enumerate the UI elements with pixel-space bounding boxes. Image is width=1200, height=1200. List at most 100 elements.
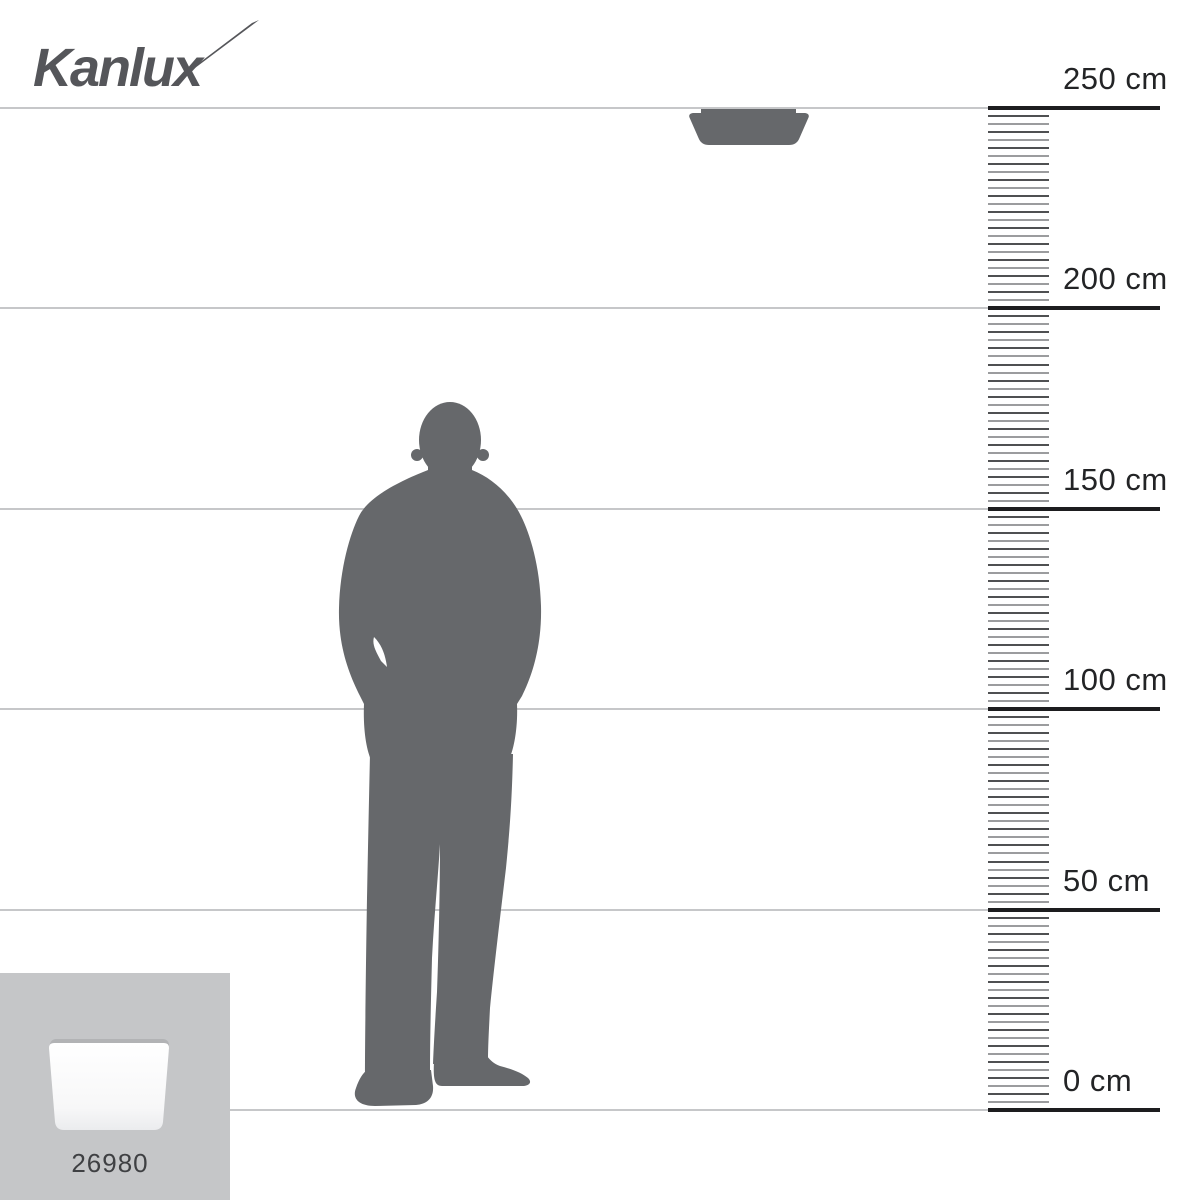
- ruler-tick: [988, 419, 1049, 422]
- person-shape: [338, 402, 542, 1106]
- ruler-tick: [988, 1052, 1049, 1055]
- ruler-tick: [988, 732, 1049, 735]
- ruler-tick: [988, 900, 1049, 903]
- ruler-tick: [988, 836, 1049, 839]
- ruler-tick: [988, 171, 1049, 174]
- scene-gridline: [0, 107, 992, 109]
- ruler-tick: [988, 299, 1049, 302]
- ruler-tick: [988, 852, 1049, 855]
- product-code: 26980: [71, 1148, 149, 1178]
- ruler-tick: [988, 539, 1049, 542]
- ruler-tick: [988, 363, 1049, 366]
- ruler-tick: [988, 387, 1049, 390]
- ruler-tick: [988, 988, 1049, 991]
- ruler-tick: [988, 684, 1049, 687]
- ruler-tick: [988, 716, 1049, 719]
- ruler-tick: [988, 1084, 1049, 1087]
- ruler-tick: [988, 187, 1049, 190]
- scene-gridline: [0, 307, 992, 310]
- ruler-tick: [988, 147, 1049, 150]
- ruler-tick: [988, 235, 1049, 238]
- ruler-tick: [988, 1028, 1049, 1031]
- ruler-tick: [988, 555, 1049, 558]
- ruler-tick: [988, 844, 1049, 847]
- ceiling-lamp-shape: [689, 109, 809, 145]
- ruler-tick: [988, 355, 1049, 358]
- ruler-tick: [988, 788, 1049, 791]
- ruler-label: 200 cm: [1063, 261, 1168, 297]
- ruler-tick: [988, 515, 1049, 518]
- ruler-tick: [988, 195, 1049, 198]
- ruler-tick: [988, 443, 1049, 446]
- ruler-tick: [988, 668, 1049, 671]
- ruler-tick: [988, 435, 1049, 438]
- ruler-major-line: [988, 106, 1160, 110]
- ruler-tick: [988, 876, 1049, 879]
- ruler-label: 250 cm: [1063, 61, 1168, 96]
- ruler-tick: [988, 948, 1049, 951]
- ruler-tick: [988, 139, 1049, 142]
- ruler-tick: [988, 676, 1049, 679]
- ruler-tick: [988, 451, 1049, 454]
- ruler-tick: [988, 1100, 1049, 1103]
- ruler-tick: [988, 692, 1049, 695]
- logo-text: Kanlux: [33, 38, 205, 98]
- ruler-tick: [988, 179, 1049, 182]
- ruler-tick: [988, 884, 1049, 887]
- ruler-tick: [988, 475, 1049, 478]
- ruler-tick: [988, 1060, 1049, 1063]
- ruler-tick: [988, 644, 1049, 647]
- ruler-tick: [988, 491, 1049, 494]
- ruler-tick: [988, 499, 1049, 502]
- ruler-tick: [988, 331, 1049, 334]
- product-thumbnail-panel: 26980: [0, 973, 230, 1200]
- ruler-tick: [988, 620, 1049, 623]
- ruler-tick: [988, 531, 1049, 534]
- ruler-tick: [988, 860, 1049, 863]
- ruler-tick: [988, 1020, 1049, 1023]
- ruler-tick: [988, 940, 1049, 943]
- ruler-tick: [988, 932, 1049, 935]
- ruler-tick: [988, 275, 1049, 278]
- ceiling-lamp-silhouette: [689, 109, 809, 145]
- ruler-tick: [988, 379, 1049, 382]
- ruler-major-line: [988, 306, 1160, 311]
- ruler-tick: [988, 603, 1049, 606]
- ruler-tick: [988, 964, 1049, 967]
- ruler-tick: [988, 579, 1049, 582]
- ruler-tick: [988, 812, 1049, 815]
- ruler-major-line: [988, 1108, 1160, 1112]
- ruler-tick: [988, 796, 1049, 799]
- ruler-tick: [988, 283, 1049, 286]
- ruler-tick: [988, 163, 1049, 166]
- ruler-tick: [988, 371, 1049, 374]
- ruler-major-line: [988, 707, 1160, 712]
- ruler-tick: [988, 892, 1049, 895]
- ruler-tick: [988, 123, 1049, 126]
- ruler-label: 100 cm: [1063, 662, 1168, 698]
- ruler-tick: [988, 347, 1049, 350]
- ruler-tick: [988, 780, 1049, 783]
- ruler-tick: [988, 612, 1049, 614]
- ruler-tick: [988, 563, 1049, 566]
- ruler-tick: [988, 547, 1049, 550]
- ruler-tick: [988, 315, 1049, 318]
- ruler-tick: [988, 1036, 1049, 1039]
- ruler-tick: [988, 764, 1049, 767]
- ruler-tick: [988, 211, 1049, 214]
- ruler-tick: [988, 636, 1049, 639]
- ruler-tick: [988, 1068, 1049, 1071]
- ruler-tick: [988, 700, 1049, 703]
- ruler-tick: [988, 243, 1049, 246]
- ruler-tick: [988, 1092, 1049, 1095]
- ruler-tick: [988, 748, 1049, 751]
- ruler-tick: [988, 155, 1049, 158]
- ruler-tick: [988, 660, 1049, 663]
- ruler-major-line: [988, 907, 1160, 912]
- ruler-tick: [988, 587, 1049, 590]
- ruler-tick: [988, 828, 1049, 831]
- logo-swoosh-icon: [174, 20, 259, 82]
- ruler-tick: [988, 996, 1049, 999]
- ruler-label: 0 cm: [1063, 1063, 1133, 1098]
